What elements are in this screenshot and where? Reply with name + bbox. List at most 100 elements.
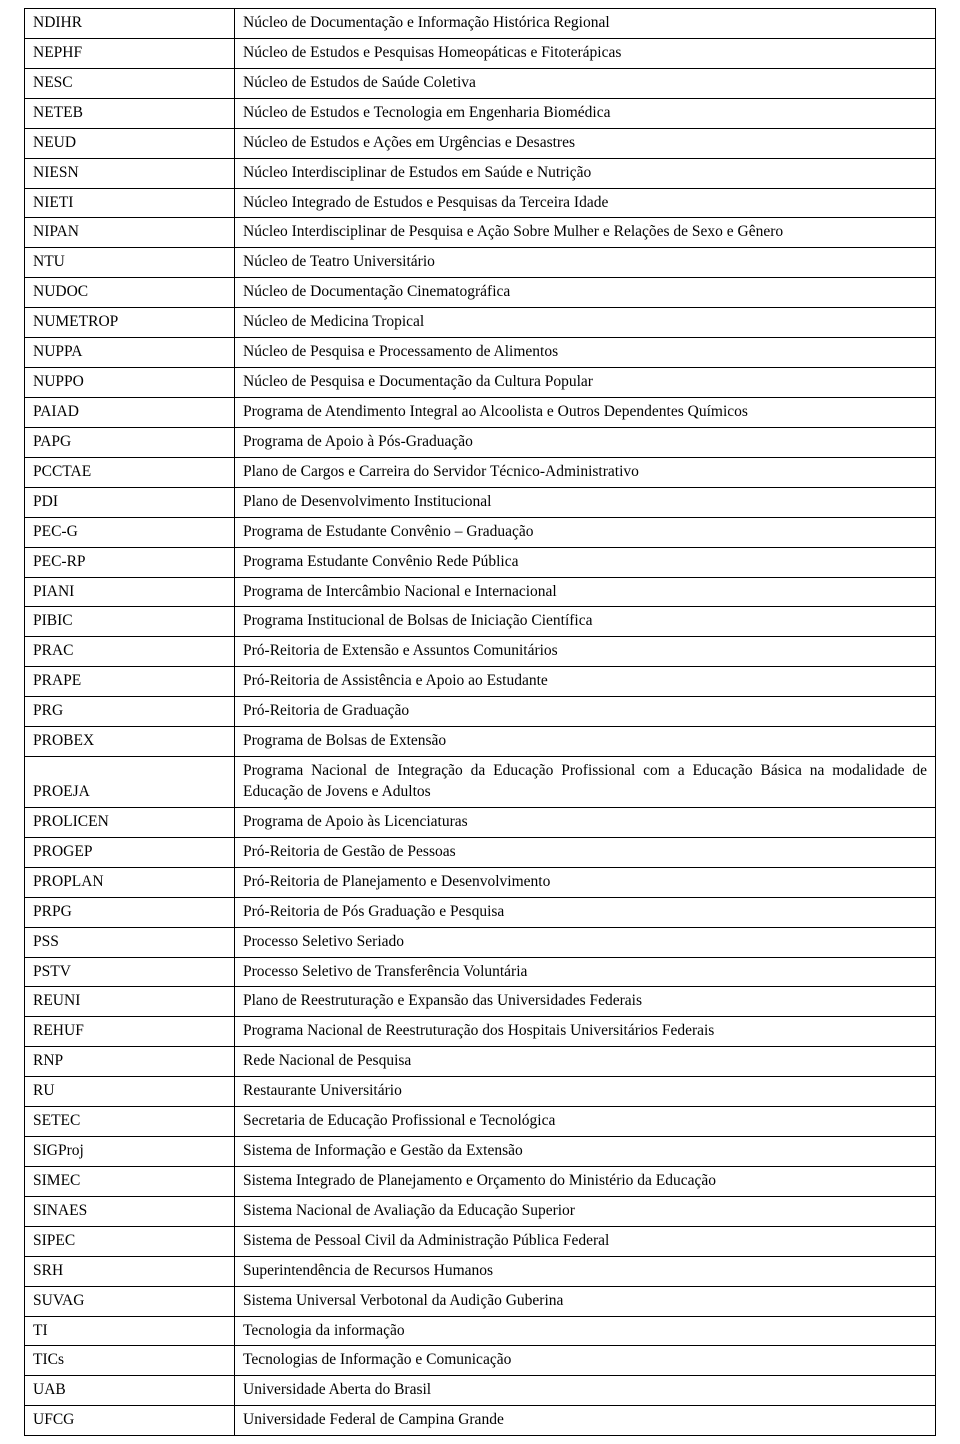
acronym-cell: PIANI [25, 577, 235, 607]
table-row: SINAESSistema Nacional de Avaliação da E… [25, 1196, 936, 1226]
table-row: NIETINúcleo Integrado de Estudos e Pesqu… [25, 188, 936, 218]
description-cell: Plano de Reestruturação e Expansão das U… [235, 987, 936, 1017]
description-cell: Núcleo Integrado de Estudos e Pesquisas … [235, 188, 936, 218]
description-cell: Programa de Estudante Convênio – Graduaç… [235, 517, 936, 547]
description-cell: Núcleo Interdisciplinar de Pesquisa e Aç… [235, 218, 936, 248]
table-row: NUPPANúcleo de Pesquisa e Processamento … [25, 338, 936, 368]
acronym-cell: PEC-RP [25, 547, 235, 577]
description-cell: Sistema de Informação e Gestão da Extens… [235, 1137, 936, 1167]
description-cell: Programa Nacional de Reestruturação dos … [235, 1017, 936, 1047]
table-row: UFCGUniversidade Federal de Campina Gran… [25, 1406, 936, 1436]
description-cell: Núcleo de Pesquisa e Processamento de Al… [235, 338, 936, 368]
description-cell: Pró-Reitoria de Assistência e Apoio ao E… [235, 667, 936, 697]
acronym-cell: PRAPE [25, 667, 235, 697]
description-cell: Restaurante Universitário [235, 1077, 936, 1107]
acronym-cell: NEUD [25, 128, 235, 158]
description-cell: Pró-Reitoria de Extensão e Assuntos Comu… [235, 637, 936, 667]
acronym-cell: PRPG [25, 897, 235, 927]
table-row: NTUNúcleo de Teatro Universitário [25, 248, 936, 278]
acronym-cell: SINAES [25, 1196, 235, 1226]
description-cell: Núcleo de Teatro Universitário [235, 248, 936, 278]
acronym-cell: NETEB [25, 98, 235, 128]
description-cell: Núcleo de Documentação e Informação Hist… [235, 9, 936, 39]
description-cell: Sistema Nacional de Avaliação da Educaçã… [235, 1196, 936, 1226]
description-cell: Núcleo de Estudos e Pesquisas Homeopátic… [235, 38, 936, 68]
acronym-cell: UFCG [25, 1406, 235, 1436]
description-cell: Núcleo de Medicina Tropical [235, 308, 936, 338]
acronym-cell: SIGProj [25, 1137, 235, 1167]
table-row: PDIPlano de Desenvolvimento Instituciona… [25, 487, 936, 517]
table-row: NUPPONúcleo de Pesquisa e Documentação d… [25, 368, 936, 398]
table-row: PAPGPrograma de Apoio à Pós-Graduação [25, 427, 936, 457]
description-cell: Secretaria de Educação Profissional e Te… [235, 1107, 936, 1137]
acronym-cell: NESC [25, 68, 235, 98]
description-cell: Programa de Apoio à Pós-Graduação [235, 427, 936, 457]
table-row: SUVAGSistema Universal Verbotonal da Aud… [25, 1286, 936, 1316]
table-row: PROBEXPrograma de Bolsas de Extensão [25, 727, 936, 757]
table-row: SIGProjSistema de Informação e Gestão da… [25, 1137, 936, 1167]
table-row: UABUniversidade Aberta do Brasil [25, 1376, 936, 1406]
table-row: PRPGPró-Reitoria de Pós Graduação e Pesq… [25, 897, 936, 927]
acronym-cell: NIETI [25, 188, 235, 218]
table-row: PIBICPrograma Institucional de Bolsas de… [25, 607, 936, 637]
table-row: SETECSecretaria de Educação Profissional… [25, 1107, 936, 1137]
description-cell: Superintendência de Recursos Humanos [235, 1256, 936, 1286]
acronym-cell: NEPHF [25, 38, 235, 68]
description-cell: Pró-Reitoria de Pós Graduação e Pesquisa [235, 897, 936, 927]
acronym-cell: UAB [25, 1376, 235, 1406]
table-row: PEC-RPPrograma Estudante Convênio Rede P… [25, 547, 936, 577]
acronym-cell: PAPG [25, 427, 235, 457]
table-row: SIMECSistema Integrado de Planejamento e… [25, 1166, 936, 1196]
table-row: NUMETROPNúcleo de Medicina Tropical [25, 308, 936, 338]
acronym-cell: SIPEC [25, 1226, 235, 1256]
acronym-cell: NIPAN [25, 218, 235, 248]
description-cell: Núcleo de Documentação Cinematográfica [235, 278, 936, 308]
table-row: PRGPró-Reitoria de Graduação [25, 697, 936, 727]
acronym-cell: NIESN [25, 158, 235, 188]
table-row: NIPANNúcleo Interdisciplinar de Pesquisa… [25, 218, 936, 248]
description-cell: Programa de Atendimento Integral ao Alco… [235, 397, 936, 427]
acronym-cell: TI [25, 1316, 235, 1346]
table-row: NUDOCNúcleo de Documentação Cinematográf… [25, 278, 936, 308]
acronym-cell: PROEJA [25, 757, 235, 808]
table-body: NDIHRNúcleo de Documentação e Informação… [25, 9, 936, 1436]
description-cell: Processo Seletivo de Transferência Volun… [235, 957, 936, 987]
acronym-cell: PEC-G [25, 517, 235, 547]
description-cell: Programa Nacional de Integração da Educa… [235, 757, 936, 808]
table-row: PRACPró-Reitoria de Extensão e Assuntos … [25, 637, 936, 667]
description-cell: Pró-Reitoria de Planejamento e Desenvolv… [235, 867, 936, 897]
acronym-cell: PSS [25, 927, 235, 957]
description-cell: Programa Institucional de Bolsas de Inic… [235, 607, 936, 637]
table-row: PSTVProcesso Seletivo de Transferência V… [25, 957, 936, 987]
acronym-cell: PIBIC [25, 607, 235, 637]
acronym-cell: PROBEX [25, 727, 235, 757]
table-row: PROGEPPró-Reitoria de Gestão de Pessoas [25, 837, 936, 867]
description-cell: Núcleo de Estudos e Tecnologia em Engenh… [235, 98, 936, 128]
acronym-cell: PDI [25, 487, 235, 517]
acronym-cell: PRG [25, 697, 235, 727]
table-row: TICsTecnologias de Informação e Comunica… [25, 1346, 936, 1376]
acronym-cell: NUMETROP [25, 308, 235, 338]
table-row: NESCNúcleo de Estudos de Saúde Coletiva [25, 68, 936, 98]
acronym-cell: SRH [25, 1256, 235, 1286]
description-cell: Plano de Cargos e Carreira do Servidor T… [235, 457, 936, 487]
table-row: REUNIPlano de Reestruturação e Expansão … [25, 987, 936, 1017]
table-row: TITecnologia da informação [25, 1316, 936, 1346]
description-cell: Processo Seletivo Seriado [235, 927, 936, 957]
acronym-cell: RNP [25, 1047, 235, 1077]
table-row: SRHSuperintendência de Recursos Humanos [25, 1256, 936, 1286]
acronym-cell: RU [25, 1077, 235, 1107]
acronym-cell: PROLICEN [25, 807, 235, 837]
table-row: NEUDNúcleo de Estudos e Ações em Urgênci… [25, 128, 936, 158]
description-cell: Rede Nacional de Pesquisa [235, 1047, 936, 1077]
description-cell: Sistema Integrado de Planejamento e Orça… [235, 1166, 936, 1196]
description-cell: Programa de Intercâmbio Nacional e Inter… [235, 577, 936, 607]
table-row: SIPECSistema de Pessoal Civil da Adminis… [25, 1226, 936, 1256]
table-row: PAIADPrograma de Atendimento Integral ao… [25, 397, 936, 427]
description-cell: Programa de Bolsas de Extensão [235, 727, 936, 757]
description-cell: Núcleo de Estudos de Saúde Coletiva [235, 68, 936, 98]
description-cell: Programa Estudante Convênio Rede Pública [235, 547, 936, 577]
description-cell: Universidade Federal de Campina Grande [235, 1406, 936, 1436]
description-cell: Pró-Reitoria de Graduação [235, 697, 936, 727]
acronym-cell: PCCTAE [25, 457, 235, 487]
